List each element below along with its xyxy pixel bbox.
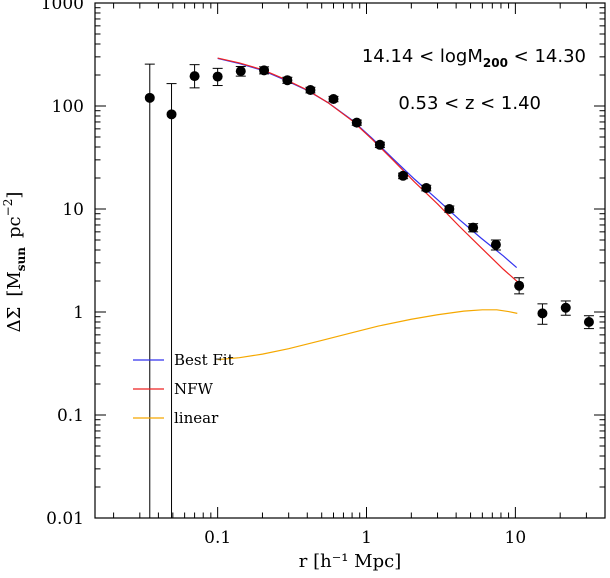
plot-frame — [94, 2, 606, 519]
data-point — [560, 302, 571, 313]
annotation-mass-range: 14.14 < logM200 < 14.30 — [362, 46, 586, 70]
data-point — [398, 170, 409, 181]
y-tick-label: 1000 — [41, 0, 84, 14]
data-point — [514, 280, 525, 291]
y-tick-label: 0.01 — [46, 509, 84, 529]
curve-best-fit — [217, 57, 518, 269]
data-point — [583, 316, 594, 327]
data-point — [166, 109, 177, 120]
data-point — [374, 139, 385, 150]
y-tick-label: 100 — [52, 97, 84, 117]
legend-label-linear: linear — [174, 409, 219, 427]
x-tick-label: 0.1 — [204, 528, 231, 548]
data-point — [259, 65, 270, 76]
legend-label-best-fit: Best Fit — [174, 351, 234, 369]
x-tick-label: 1 — [361, 528, 372, 548]
curve-nfw — [217, 57, 519, 283]
data-point — [235, 66, 246, 77]
data-points — [144, 63, 594, 518]
curve-linear — [217, 309, 518, 361]
legend: Best Fit NFW linear — [133, 351, 234, 427]
data-point — [537, 308, 548, 319]
data-point — [444, 204, 455, 214]
y-tick-label: 0.1 — [57, 406, 84, 426]
y-axis-title: ΔΣ[Msunpc−2] — [1, 192, 28, 333]
data-point — [282, 75, 293, 86]
y-tick-label: 10 — [62, 200, 84, 220]
annotation-redshift-range: 0.53 < z < 1.40 — [398, 93, 541, 114]
data-point — [468, 222, 479, 233]
legend-label-nfw: NFW — [174, 380, 214, 398]
axis-ticks: 0.1 1 10 0.01 0.1 1 10 100 1000 — [41, 0, 606, 548]
y-tick-label: 1 — [73, 303, 84, 323]
data-point — [212, 71, 223, 82]
data-point — [421, 182, 432, 193]
x-axis-title: r [h⁻¹ Mpc] — [299, 551, 401, 572]
x-tick-label: 10 — [505, 528, 527, 548]
data-point — [490, 239, 501, 250]
data-point — [144, 92, 155, 103]
data-point — [351, 117, 362, 128]
data-point — [305, 85, 316, 96]
data-point — [328, 93, 339, 104]
data-point — [189, 71, 200, 82]
